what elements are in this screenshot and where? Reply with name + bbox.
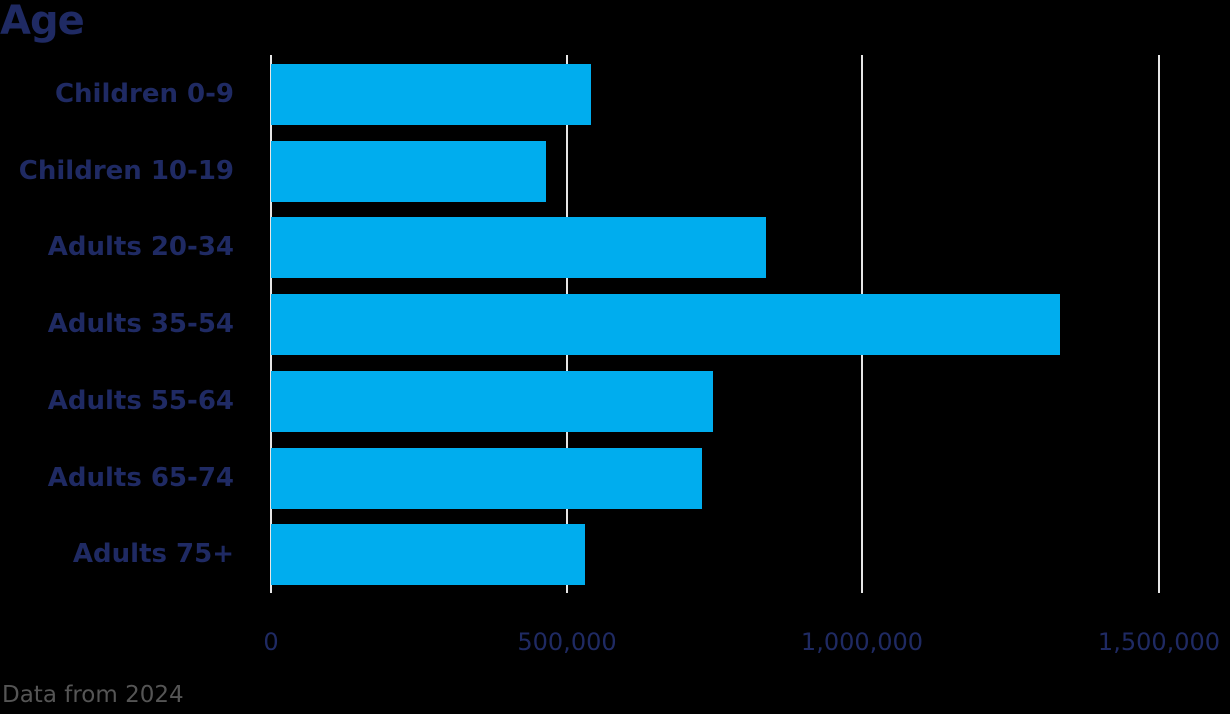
category-label: Adults 55-64 [47,386,234,416]
category-label: Children 0-9 [54,79,234,109]
footnote: Data from 2024 [2,682,184,708]
bar [271,64,592,125]
category-label: Adults 65-74 [47,463,234,493]
x-tick-500000: 500,000 [517,628,617,656]
bar [271,217,766,278]
x-tick-1500000: 1,500,000 [1097,628,1221,656]
category-label: Adults 35-54 [47,309,234,339]
gridline-1500000 [1158,55,1160,593]
x-tick-0: 0 [263,628,279,656]
x-tick-1000000: 1,000,000 [800,628,924,656]
category-label: Adults 75+ [72,539,234,569]
bar [271,524,585,585]
bar [271,448,702,509]
chart-title: Age [0,0,85,44]
category-label: Adults 20-34 [47,232,234,262]
plot-area [270,55,1160,593]
bar [271,371,713,432]
bar [271,141,546,202]
bar [271,294,1060,355]
category-label: Children 10-19 [18,156,234,186]
